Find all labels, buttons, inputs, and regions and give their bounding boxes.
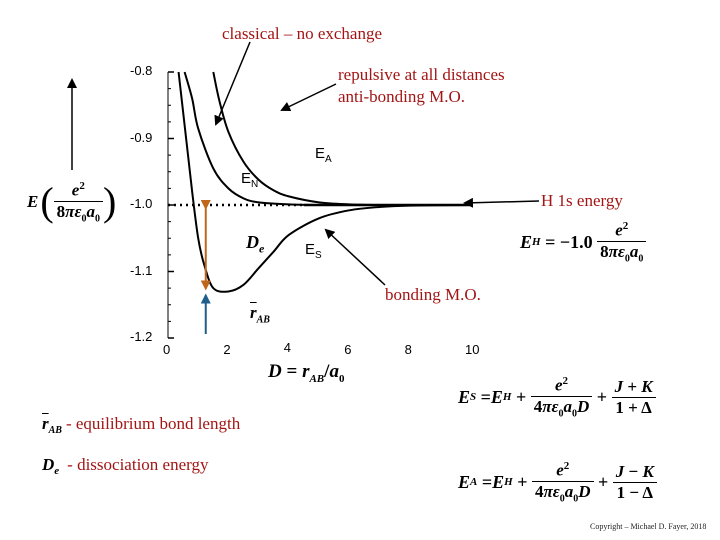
h1s-callout-arrow [463, 197, 540, 208]
de-label: De [246, 232, 265, 256]
classical-annotation: classical – no exchange [222, 24, 383, 43]
en-curve [183, 71, 470, 207]
ea-label: EA [315, 145, 332, 165]
y-tick-label: -0.9 [130, 129, 153, 145]
x-tick-label: 8 [404, 342, 412, 357]
x-tick-label: 10 [465, 342, 480, 357]
repulsive-callout-arrow [280, 83, 337, 112]
y-tick-label: -1.2 [130, 329, 153, 344]
rab-legend: rAB - equilibrium bond length [42, 414, 241, 437]
es-curve [177, 71, 471, 293]
es-label: ES [305, 241, 322, 261]
x-tick-label: 2 [223, 342, 231, 357]
y-tick-label: -1.0 [130, 196, 153, 211]
en-label: EN [241, 170, 259, 190]
rab-label: rAB [250, 303, 270, 326]
x-tick-label: 4 [283, 340, 292, 355]
y-axis-energy-label: E ( e2 8πε0a0 ) [27, 179, 117, 225]
classical-callout-arrow [214, 41, 251, 126]
y-tick-label: -0.8 [130, 63, 153, 78]
bonding-callout-arrow [324, 228, 386, 286]
de-legend: De - dissociation energy [42, 455, 209, 478]
bonding-annotation: bonding M.O. [385, 285, 481, 304]
copyright-text: Copyright – Michael D. Fayer, 2018 [590, 522, 707, 531]
repulsive-line2: anti-bonding M.O. [338, 87, 466, 106]
repulsive-line1: repulsive at all distances [338, 65, 505, 84]
x-tick-label: 6 [344, 342, 352, 357]
h1s-energy-annotation: H 1s energy [541, 191, 623, 210]
y-tick-label: -1.1 [130, 262, 153, 278]
x-tick-label: 0 [163, 342, 171, 357]
x-axis-distance-label: D = rAB/a0 [268, 361, 345, 385]
repulsive-annotation: repulsive at all distances anti-bonding … [338, 64, 505, 108]
